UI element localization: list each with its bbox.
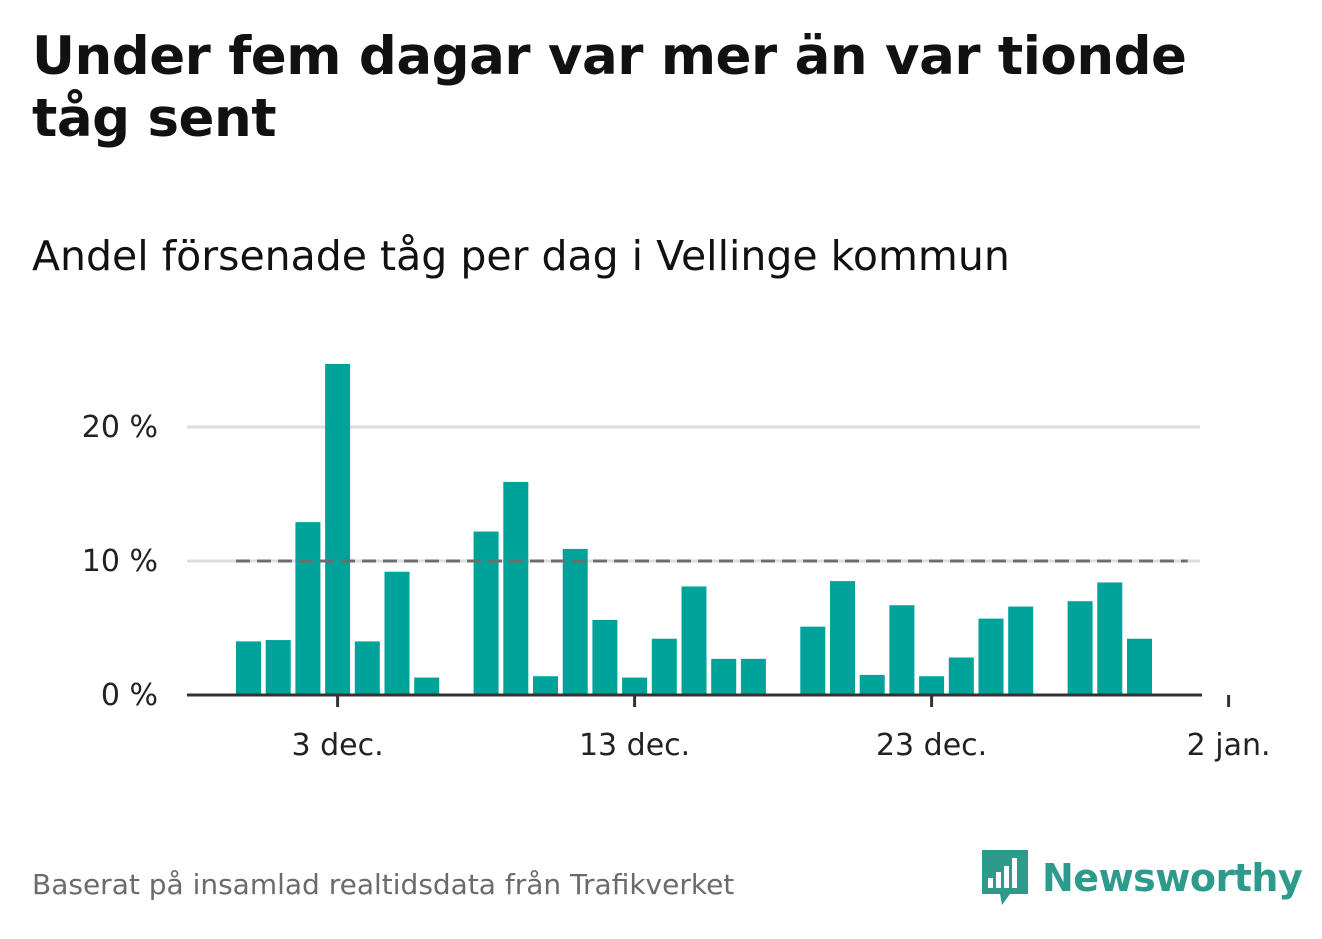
y-tick-label: 10 % xyxy=(82,544,158,579)
bar-2019-12-28 xyxy=(1067,601,1093,695)
y-axis-labels: 0 % 10 % 20 % xyxy=(82,410,158,713)
bar-2019-12-09 xyxy=(503,481,529,695)
bar-2019-12-25 xyxy=(978,618,1004,695)
bar-2019-12-20 xyxy=(830,581,855,695)
x-tick-label: 2 jan. xyxy=(1187,728,1271,763)
bar-2019-12-17 xyxy=(740,658,766,695)
bar-2019-11-30 xyxy=(236,641,261,695)
bar-2019-12-16 xyxy=(711,658,737,695)
bar-2019-12-06 xyxy=(414,677,440,695)
y-tick-label: 20 % xyxy=(82,410,158,445)
bar-2019-12-24 xyxy=(948,657,974,695)
bar-2019-12-01 xyxy=(265,640,291,695)
bar-2019-12-13 xyxy=(622,677,648,695)
bar-2019-12-19 xyxy=(800,626,826,695)
bar-2019-12-03 xyxy=(325,364,351,695)
x-axis-labels: 3 dec. 13 dec. 23 dec. 2 jan. xyxy=(292,728,1271,763)
x-axis xyxy=(187,693,1231,707)
bar-chart: 0 % 10 % 20 % 3 dec. 13 dec. 23 dec. 2 jan. xyxy=(82,364,1271,763)
source-note: Baserat på insamlad realtidsdata från Tr… xyxy=(32,868,735,901)
bar-2019-12-22 xyxy=(889,605,915,695)
bar-2019-12-04 xyxy=(354,641,380,695)
bar-chart-speech-bubble-icon xyxy=(982,850,1028,905)
chart-title: Under fem dagar var mer än var tionde tå… xyxy=(32,26,1187,149)
bar-2019-12-14 xyxy=(651,638,677,695)
bars xyxy=(236,364,1152,695)
bar-2019-12-21 xyxy=(859,674,885,695)
chart-subtitle: Andel försenade tåg per dag i Vellinge k… xyxy=(32,232,1010,280)
gridlines xyxy=(187,425,1200,563)
brand-logo: Newsworthy xyxy=(980,848,1303,908)
bar-2019-12-15 xyxy=(681,586,707,695)
brand-name: Newsworthy xyxy=(1042,856,1303,900)
bar-2019-12-12 xyxy=(592,619,618,695)
bar-2019-12-30 xyxy=(1127,638,1152,695)
bar-2019-12-02 xyxy=(295,522,321,695)
bar-2019-12-29 xyxy=(1097,582,1123,695)
bar-2019-12-26 xyxy=(1008,606,1034,695)
bar-2019-12-05 xyxy=(384,571,410,695)
x-tick-label: 13 dec. xyxy=(579,728,690,763)
bar-2019-12-08 xyxy=(473,531,499,695)
x-tick-label: 3 dec. xyxy=(292,728,384,763)
bar-2019-12-10 xyxy=(533,676,558,695)
y-tick-label: 0 % xyxy=(101,678,158,713)
bar-2019-12-11 xyxy=(562,548,588,695)
bar-2019-12-23 xyxy=(919,676,945,695)
x-tick-label: 23 dec. xyxy=(876,728,987,763)
